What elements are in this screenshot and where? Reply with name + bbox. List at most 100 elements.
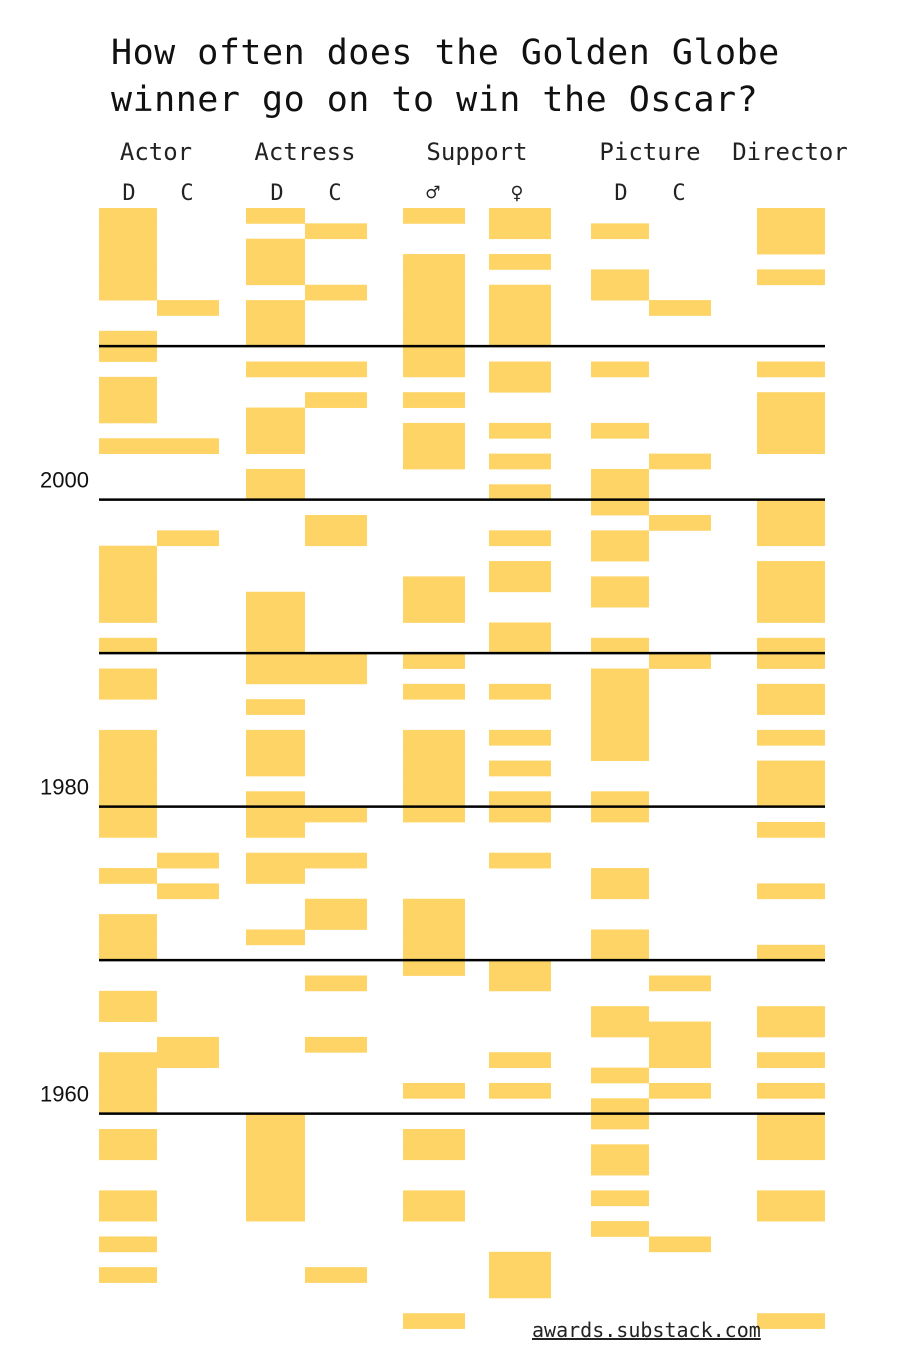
cell-support-male-2005 [403,422,465,439]
cell-actor-d-1997 [99,545,157,562]
cell-actor-d-1983 [99,760,157,777]
subcolumn-label-support-1: ♂ [426,181,440,206]
cell-picture-d-1980 [591,806,649,823]
cell-director-1998 [757,530,825,547]
cell-actress-d-1987 [246,699,305,715]
cell-actress-d-2005 [246,422,305,439]
cell-director-1983 [757,760,825,777]
cell-support-female-1981 [489,791,551,808]
cell-director-1954 [757,1205,825,1222]
cell-actress-d-2017 [246,238,305,255]
cell-actress-d-2019 [246,208,305,224]
cell-support-male-1959 [403,1129,465,1145]
cell-support-female-1969 [489,975,551,992]
cell-director-1962 [757,1082,825,1099]
cell-actress-d-1959 [246,1129,305,1145]
cell-director-2005 [757,422,825,439]
cell-support-female-2005 [489,422,551,439]
cell-actor-d-1982 [99,775,157,792]
cell-support-male-1971 [403,944,465,961]
cell-actress-c-1990 [305,653,367,669]
cell-actor-c-1977 [157,852,219,869]
cell-actress-d-1957 [246,1159,305,1176]
cell-picture-d-1984 [591,745,649,761]
cell-support-male-1983 [403,760,465,777]
cell-actress-d-1960 [246,1113,305,1130]
cell-actor-d-1971 [99,944,157,961]
cell-actor-d-1961 [99,1098,157,1115]
cell-director-2009 [757,361,825,378]
source-link[interactable]: awards.substack.com [532,1318,761,1342]
cell-support-male-2013 [403,300,465,316]
cell-support-female-1983 [489,760,551,777]
cell-actress-d-1979 [246,822,305,838]
cell-director-1985 [757,729,825,746]
subcolumn-label-picture-2: C [672,181,685,206]
cell-picture-c-1964 [649,1052,711,1068]
labels-layer: Actor D C Actress D C Support ♂ ♀ Picture D C Direct… [40,138,848,1107]
cell-support-male-1988 [403,683,465,700]
cell-support-male-1972 [403,929,465,946]
cell-director-1993 [757,607,825,623]
cell-picture-c-1999 [649,515,711,531]
cell-director-1975 [757,883,825,900]
cell-support-male-2010 [403,346,465,362]
cell-actor-d-1981 [99,791,157,808]
cell-picture-d-2014 [591,284,649,301]
cell-picture-d-1955 [591,1190,649,1207]
cell-support-female-1977 [489,852,551,869]
cell-actress-d-1954 [246,1205,305,1222]
cell-actress-c-1965 [305,1036,367,1053]
cell-actress-c-1989 [305,668,367,685]
cell-picture-c-1965 [649,1036,711,1053]
title-line-1: How often does the Golden Globe [111,33,780,73]
cell-actor-c-2004 [157,438,219,454]
cell-support-female-1964 [489,1052,551,1068]
cell-actor-d-1994 [99,591,157,608]
cell-actor-d-2014 [99,284,157,301]
cell-support-male-1994 [403,591,465,608]
cell-actress-d-1993 [246,607,305,623]
cell-actress-d-1958 [246,1144,305,1161]
cell-support-female-2009 [489,361,551,378]
cell-actress-d-1990 [246,653,305,669]
cell-director-2004 [757,438,825,454]
cell-actress-d-1983 [246,760,305,777]
subcolumn-label-actress-1: D [270,181,283,206]
cell-actor-d-1989 [99,668,157,685]
cell-actress-d-1980 [246,806,305,823]
cell-actress-c-1998 [305,530,367,547]
cell-support-female-1996 [489,561,551,577]
subcolumn-label-actor-2: C [180,181,193,206]
cell-actor-d-1958 [99,1144,157,1161]
cell-director-1971 [757,944,825,961]
cell-actor-d-1996 [99,561,157,577]
cell-actress-d-2012 [246,315,305,332]
cell-actress-d-1981 [246,791,305,808]
cell-actor-d-1964 [99,1052,157,1068]
cell-director-1966 [757,1021,825,1038]
cell-support-female-1950 [489,1267,551,1283]
y-tick-label-2000: 2000 [40,468,89,493]
cell-support-female-1962 [489,1082,551,1099]
cells-layer [99,208,825,1329]
cell-picture-d-1976 [591,868,649,884]
cell-support-male-2004 [403,438,465,454]
cell-actor-d-2006 [99,407,157,424]
cell-picture-d-1963 [591,1067,649,1084]
cell-actress-c-1950 [305,1267,367,1283]
cell-actress-d-2016 [246,254,305,270]
cell-support-male-2003 [403,453,465,470]
cell-support-female-2012 [489,315,551,332]
cell-actor-d-1968 [99,990,157,1007]
cell-actress-d-1972 [246,929,305,946]
cell-picture-d-2018 [591,223,649,240]
cell-picture-d-1989 [591,668,649,685]
cell-actor-d-2018 [99,223,157,240]
cell-support-male-2015 [403,269,465,286]
cell-actress-d-2004 [246,438,305,454]
cell-support-female-1992 [489,622,551,639]
category-label-director: Director [732,138,848,166]
cell-director-1955 [757,1190,825,1207]
